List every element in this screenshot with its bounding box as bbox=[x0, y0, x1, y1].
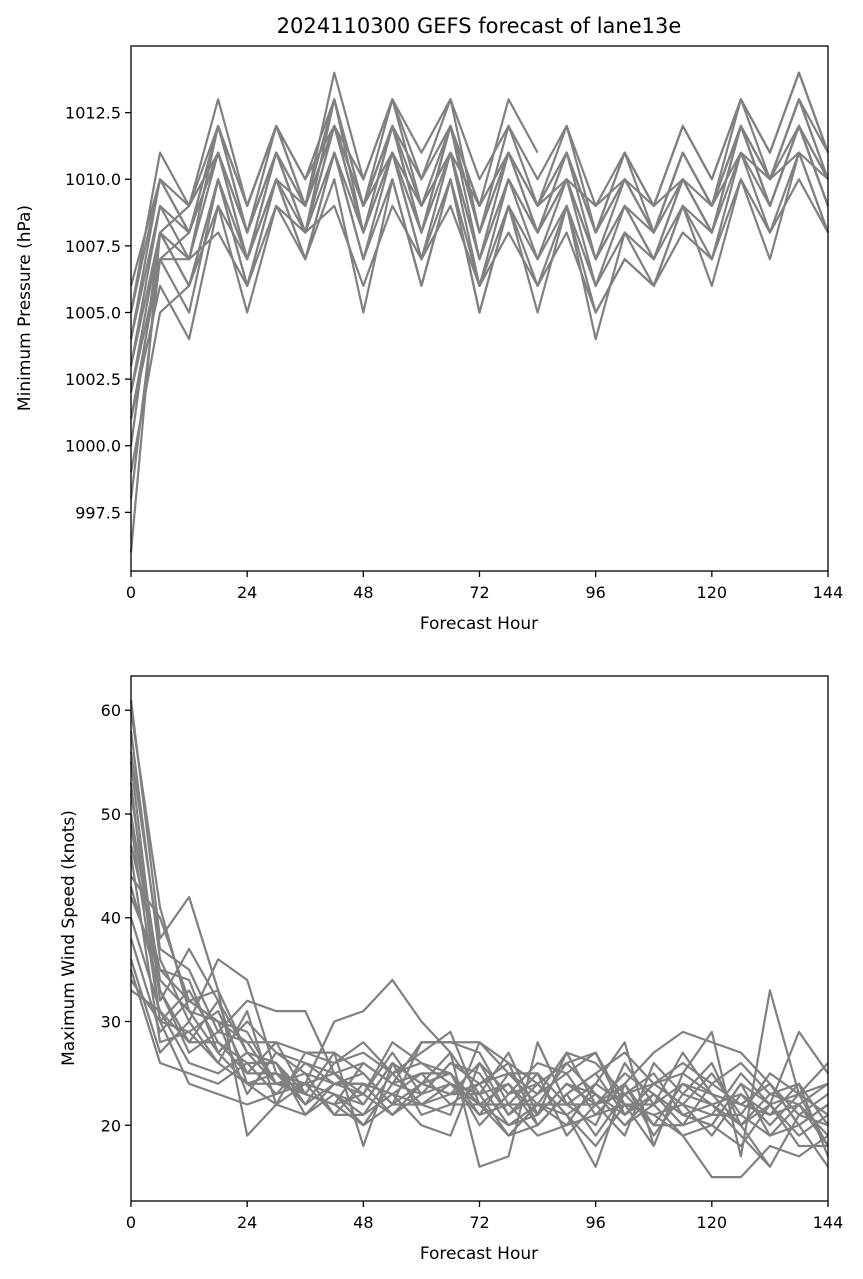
wind-x-tick-label: 24 bbox=[237, 1213, 257, 1232]
wind-member-line-19 bbox=[129, 782, 771, 1168]
wind-x-tick-label: 144 bbox=[813, 1213, 844, 1232]
pressure-member-line-11 bbox=[129, 151, 830, 393]
wind-y-tick-label: 30 bbox=[101, 1013, 121, 1032]
pressure-x-tick-label: 96 bbox=[585, 583, 605, 602]
wind-x-tick-label: 120 bbox=[697, 1213, 728, 1232]
pressure-plot-frame bbox=[130, 45, 829, 572]
pressure-y-ticks: 997.5 1000.0 1002.5 1005.0 1007.5 1010.0 1012.… bbox=[65, 104, 131, 522]
wind-member-line-20 bbox=[129, 844, 829, 1127]
pressure-x-axis-label: Forecast Hour bbox=[420, 614, 538, 634]
wind-y-tick-label: 20 bbox=[101, 1116, 121, 1135]
wind-member-line-1 bbox=[129, 699, 829, 1168]
pressure-y-axis-label: Minimum Pressure (hPa) bbox=[15, 205, 35, 411]
chart-title: 2024110300 GEFS forecast of lane13e bbox=[277, 14, 682, 38]
wind-y-tick-label: 40 bbox=[101, 909, 121, 928]
pressure-x-tick-label: 48 bbox=[353, 583, 373, 602]
wind-member-lines bbox=[129, 699, 830, 1179]
pressure-y-tick-label: 1007.5 bbox=[65, 237, 121, 256]
pressure-member-line-14 bbox=[129, 124, 829, 340]
pressure-y-tick-label: 997.5 bbox=[75, 503, 121, 522]
wind-x-ticks: 0 24 48 72 96 120 144 bbox=[126, 1201, 843, 1232]
pressure-member-lines bbox=[129, 71, 830, 553]
wind-member-line-10 bbox=[129, 938, 829, 1127]
pressure-y-tick-label: 1005.0 bbox=[65, 303, 121, 322]
pressure-x-tick-label: 144 bbox=[813, 583, 844, 602]
wind-y-axis-label: Maximum Wind Speed (knots) bbox=[59, 810, 79, 1066]
wind-x-tick-label: 0 bbox=[126, 1213, 136, 1232]
wind-x-tick-label: 72 bbox=[469, 1213, 489, 1232]
wind-y-tick-label: 60 bbox=[101, 701, 121, 720]
wind-chart: 20 30 40 50 60 0 24 48 72 96 120 144 Forecast Hour… bbox=[59, 675, 843, 1264]
wind-member-line-17 bbox=[130, 875, 829, 1127]
wind-y-tick-label: 50 bbox=[101, 805, 121, 824]
pressure-x-tick-label: 72 bbox=[469, 583, 489, 602]
wind-x-tick-label: 96 bbox=[585, 1213, 605, 1232]
pressure-y-tick-label: 1000.0 bbox=[65, 437, 121, 456]
pressure-x-tick-label: 0 bbox=[126, 583, 136, 602]
pressure-chart: 2024110300 GEFS forecast of lane13e 997.… bbox=[15, 14, 843, 634]
pressure-x-tick-label: 120 bbox=[697, 583, 728, 602]
pressure-member-line-15 bbox=[129, 98, 829, 313]
pressure-y-tick-label: 1010.0 bbox=[65, 170, 121, 189]
wind-x-tick-label: 48 bbox=[353, 1213, 373, 1232]
wind-member-line-15 bbox=[129, 751, 829, 1148]
wind-x-axis-label: Forecast Hour bbox=[420, 1244, 538, 1264]
pressure-x-tick-label: 24 bbox=[237, 583, 257, 602]
pressure-y-tick-label: 1002.5 bbox=[65, 370, 121, 389]
wind-member-line-18 bbox=[129, 710, 655, 1147]
wind-y-ticks: 20 30 40 50 60 bbox=[101, 701, 131, 1135]
pressure-y-tick-label: 1012.5 bbox=[65, 104, 121, 123]
pressure-x-ticks: 0 24 48 72 96 120 144 bbox=[126, 571, 843, 602]
wind-plot-frame bbox=[130, 675, 829, 1202]
